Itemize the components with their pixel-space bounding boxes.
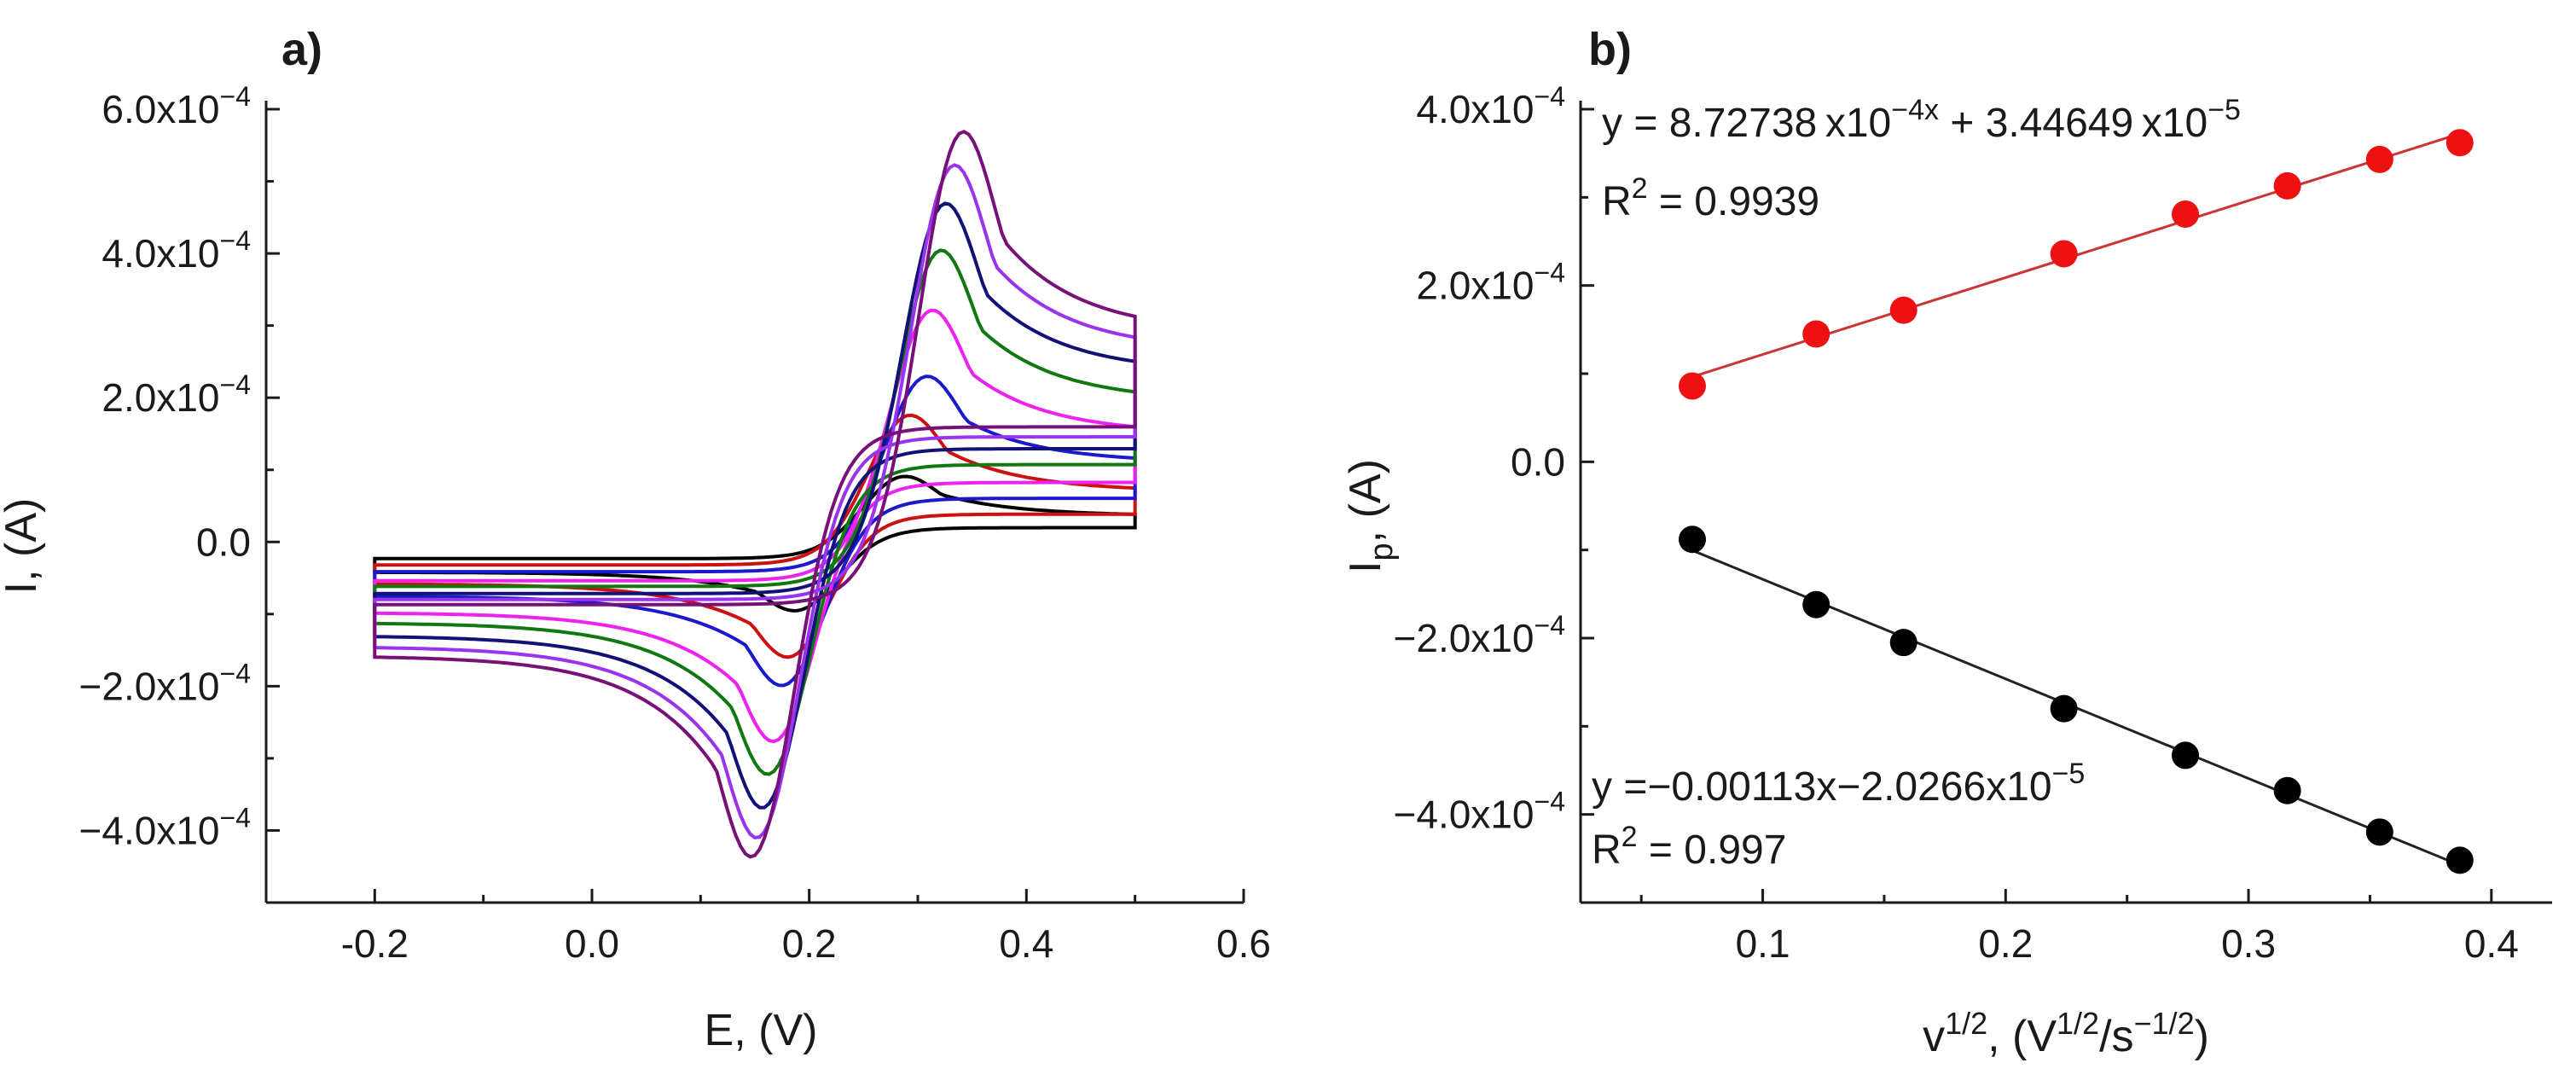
cathodic-data-point	[1678, 526, 1706, 554]
panel-b-x-tick-label: 0.4	[2464, 921, 2519, 966]
cv-curve-8	[373, 130, 1137, 859]
anodic-fit-r-squared: R2 = 0.9939	[1602, 172, 1819, 224]
anodic-data-point	[2365, 145, 2393, 173]
panel-b-x-axis-title: v1/2, (V1/2/s−1/2)	[1923, 1006, 2209, 1061]
panel-b-y-axis-title: Ip, (A)	[1341, 459, 1400, 573]
cathodic-data-point	[2273, 776, 2301, 804]
panel-a-y-axis-title: I, (A)	[0, 498, 46, 595]
anodic-data-point	[1802, 320, 1830, 348]
anodic-data-point	[2050, 240, 2078, 268]
panel-a-x-tick-label: 0.4	[999, 921, 1053, 966]
panel-b-x-tick-label: 0.3	[2221, 921, 2276, 966]
panel-a-x-axis-title: E, (V)	[705, 1006, 818, 1055]
panel-a-x-tick-label: 0.2	[782, 921, 837, 966]
cathodic-data-point	[2365, 818, 2393, 846]
cv-curve-6	[373, 201, 1137, 810]
panel-b-y-tick-label: 0.0	[1511, 439, 1565, 484]
cathodic-data-point	[2445, 846, 2474, 874]
panel-a-x-tick-label: 0.0	[565, 921, 619, 966]
cv-curve-5	[373, 248, 1137, 776]
cathodic-fit-r-squared: R2 = 0.997	[1592, 821, 1786, 873]
panel-b-x-tick-label: 0.1	[1736, 921, 1790, 966]
panel-b: b) 4.0x10−4 2.0x10−4 0.0 −2.0x10−4 −4.0x10−4…	[1341, 24, 2552, 1061]
anodic-data-point	[2445, 129, 2474, 157]
panel-a: a) 6.0x10−4 4.0x10−4 2.0x10−4 0.0 −2.0x10−4 −…	[0, 24, 1271, 1055]
cathodic-data-point	[2172, 741, 2200, 769]
anodic-fit-equation: y = 8.72738 x10−4x + 3.44649 x10−5	[1602, 94, 2241, 146]
panel-a-y-tick-label: 6.0x10−4	[102, 81, 251, 131]
panel-b-label: b)	[1588, 24, 1632, 75]
panel-b-y-tick-label: −4.0x10−4	[1394, 787, 1565, 837]
panel-a-y-tick-label: 4.0x10−4	[102, 225, 251, 276]
panel-b-y-tick-label: 2.0x10−4	[1416, 258, 1565, 308]
cathodic-data-point	[2050, 694, 2078, 723]
panel-b-x-tick-label: 0.2	[1978, 921, 2033, 966]
panel-a-x-tick-label: -0.2	[341, 921, 409, 966]
panel-a-plot-area: 6.0x10−4 4.0x10−4 2.0x10−4 0.0 −2.0x10−4 −4.0…	[79, 81, 1271, 966]
panel-b-y-tick-label: 4.0x10−4	[1416, 81, 1565, 131]
cv-curve-7	[373, 163, 1137, 839]
panel-b-plot-area: 4.0x10−4 2.0x10−4 0.0 −2.0x10−4 −4.0x10−4 0.1…	[1394, 81, 2552, 966]
anodic-data-point	[2172, 200, 2200, 228]
anodic-data-point	[1678, 372, 1706, 400]
cv-curve-1	[373, 474, 1137, 613]
cathodic-data-point	[1889, 629, 1917, 657]
panel-a-y-tick-label: −4.0x10−4	[79, 802, 251, 852]
anodic-data-point	[1889, 296, 1917, 324]
panel-a-x-tick-label: 0.6	[1216, 921, 1271, 966]
panel-a-y-tick-label: 0.0	[196, 520, 251, 564]
anodic-data-point	[2273, 171, 2301, 200]
panel-b-y-tick-label: −2.0x10−4	[1394, 610, 1565, 660]
cathodic-fit-equation: y =−0.00113x−2.0266x10−5	[1592, 758, 2085, 810]
cv-curve-4	[373, 308, 1137, 744]
cv-curve-2	[373, 413, 1137, 659]
cathodic-data-point	[1802, 590, 1830, 618]
panel-a-label: a)	[281, 24, 322, 75]
panel-a-y-tick-label: −2.0x10−4	[79, 658, 251, 708]
panel-a-y-tick-label: 2.0x10−4	[102, 369, 251, 420]
